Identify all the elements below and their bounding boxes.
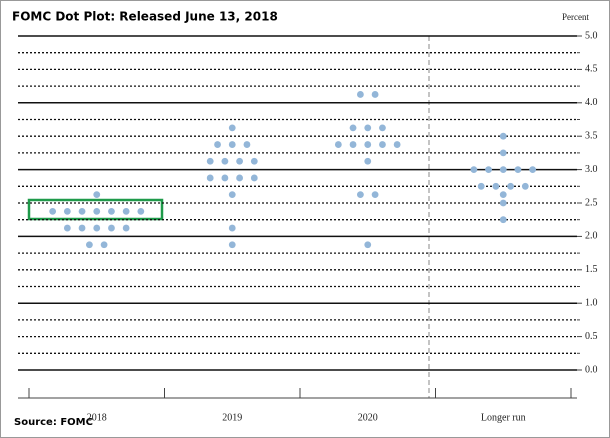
dot [349,141,357,148]
dot [214,141,221,148]
dot [364,157,372,165]
dot [86,241,93,249]
chart-title: FOMC Dot Plot: Released June 13, 2018 [12,10,278,24]
dot [93,207,101,215]
dot [529,166,537,174]
y-tick-label: 4.0 [585,97,598,108]
y-tick-label: 3.0 [585,164,598,175]
dot [236,157,244,165]
dot [228,224,236,232]
dot [250,157,258,165]
dot [228,191,236,199]
dot [379,124,386,132]
dot [228,241,236,249]
y-tick-label: 0.5 [585,331,598,342]
dot [349,124,357,132]
dot [371,191,379,199]
x-tick-label: 2018 [87,412,107,423]
y-tick-label: 3.5 [585,130,598,141]
dot [334,141,342,148]
dot [393,141,401,148]
dot [78,224,86,232]
dot [250,174,258,182]
dot [514,166,522,174]
dot [236,174,244,182]
dot [137,207,145,215]
dot [243,141,251,148]
dot [108,207,115,215]
dot [499,132,507,140]
dot [93,224,101,232]
dot [228,141,236,148]
x-tick-label: Longer run [481,412,526,423]
dot [122,207,130,215]
dot [499,199,507,207]
dot [364,141,372,148]
dot [499,191,507,199]
dot [499,216,507,224]
source: Source: FOMC [14,417,93,428]
dot [507,182,514,190]
dot [470,166,478,174]
dot [93,191,101,199]
y-axis-label: Percent [562,12,589,22]
dot [521,182,529,190]
dot [100,241,108,249]
dot [357,91,364,98]
y-tick-label: 4.5 [585,64,598,75]
dot [49,207,57,215]
dot [485,166,492,174]
dot [477,182,485,190]
dot [499,149,507,157]
y-tick-label: 5.0 [585,30,598,41]
dot [228,124,236,132]
dot [492,182,500,190]
y-tick-label: 1.5 [585,264,598,275]
dot [63,224,71,232]
dot [108,224,115,232]
dot [379,141,386,148]
y-tick-label: 0.0 [585,364,598,375]
dot [206,157,214,165]
dot [364,124,372,132]
dot [78,207,86,215]
highlight-box [27,198,164,221]
dot [357,191,364,199]
y-tick-label: 1.0 [585,297,598,308]
x-tick-label: 2020 [358,412,378,423]
dot [221,157,229,165]
y-tick-label: 2.0 [585,231,598,242]
dot [122,224,130,232]
x-tick-label: 2019 [222,412,242,423]
dot [371,91,379,98]
dot [206,174,214,182]
dot [221,174,229,182]
y-tick-label: 2.5 [585,197,598,208]
dot [499,166,507,174]
dot [364,241,372,249]
dot [63,207,71,215]
